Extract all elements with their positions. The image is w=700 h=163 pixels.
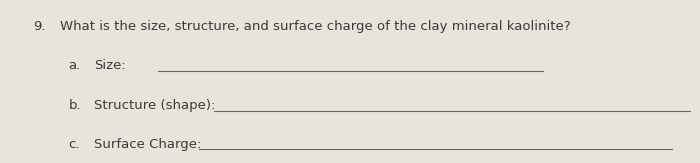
Text: Size:: Size: bbox=[94, 59, 126, 73]
Text: Structure (shape):: Structure (shape): bbox=[94, 99, 216, 112]
Text: What is the size, structure, and surface charge of the clay mineral kaolinite?: What is the size, structure, and surface… bbox=[60, 20, 570, 33]
Text: Surface Charge:: Surface Charge: bbox=[94, 138, 202, 151]
Text: 9.: 9. bbox=[34, 20, 46, 33]
Text: a.: a. bbox=[69, 59, 81, 73]
Text: b.: b. bbox=[69, 99, 81, 112]
Text: c.: c. bbox=[69, 138, 80, 151]
